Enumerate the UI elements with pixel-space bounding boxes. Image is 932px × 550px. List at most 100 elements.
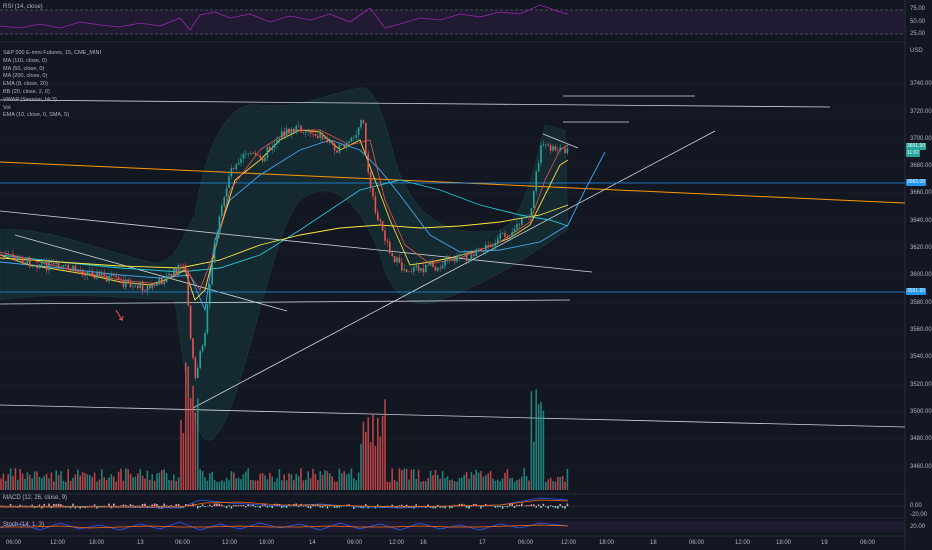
candle-body (561, 147, 564, 149)
candle-body (372, 187, 374, 197)
indicator-label[interactable]: EMA (8, close, 20) (3, 81, 48, 88)
volume-bar (230, 471, 233, 490)
volume-bar (348, 473, 350, 490)
macd-bar (163, 503, 165, 507)
macd-bar (247, 504, 249, 507)
volume-bar (405, 468, 408, 490)
candle-body (108, 275, 110, 282)
volume-bar (564, 481, 566, 490)
volume-bar (38, 476, 41, 490)
volume-bar (72, 477, 74, 490)
volume-bar (0, 478, 2, 490)
macd-bar (189, 505, 192, 507)
stoch-label[interactable]: Stoch (14, 1, 3) (3, 522, 45, 528)
volume-bar (331, 476, 333, 490)
volume-bar (245, 471, 247, 490)
candle-body (535, 171, 537, 191)
volume-bar (365, 431, 367, 490)
candle-body (437, 267, 439, 271)
volume-bar (341, 473, 343, 490)
candle-body (2, 255, 5, 256)
volume-bar (516, 480, 518, 490)
macd-bar (480, 506, 482, 509)
candle-body (276, 140, 278, 145)
macd-label[interactable]: MACD (12, 26, close, 9) (3, 495, 68, 501)
macd-bar (530, 504, 533, 507)
stoch-tick: 20.00 (910, 524, 926, 530)
volume-bar (55, 470, 57, 490)
ma-200-line (0, 179, 569, 273)
time-tick: 14 (309, 540, 316, 546)
candle-body (60, 266, 62, 268)
candle-body (547, 144, 549, 146)
volume-bar (197, 398, 199, 490)
macd-bar (156, 503, 158, 507)
volume-bar (446, 476, 449, 490)
macd-bar (381, 506, 384, 508)
volume-bar (60, 470, 62, 490)
macd-bar (326, 506, 329, 509)
indicator-label[interactable]: VWAP (Session, hlc3) (3, 96, 57, 103)
indicator-legend[interactable]: S&P 500 E-mini Futures, 15, CME_MINI MA … (3, 50, 101, 120)
volume-bar (254, 480, 257, 490)
macd-bar (525, 504, 528, 507)
macd-bar (386, 505, 389, 507)
indicator-label[interactable]: Vol (3, 104, 11, 111)
volume-bar (101, 469, 103, 490)
candle-body (533, 190, 535, 209)
macd-bar (427, 504, 429, 507)
macd-bar (461, 503, 463, 507)
trend-lines (0, 95, 906, 428)
candle-body (288, 128, 290, 134)
price-tick: 3680.00 (910, 163, 932, 169)
volume-bar (19, 469, 21, 490)
candle-body (446, 259, 449, 261)
volume-bar (547, 479, 549, 490)
macd-bar (365, 504, 367, 507)
candle-body (398, 257, 401, 263)
volume-bar (439, 478, 441, 490)
candle-body (129, 282, 132, 288)
volume-bar (554, 481, 557, 490)
symbol-title[interactable]: S&P 500 E-mini Futures, 15, CME_MINI (3, 50, 102, 56)
currency-label: USD (910, 48, 923, 54)
indicator-label[interactable]: EMA (10, close, 0, SMA, 5) (3, 112, 70, 119)
macd-bar (93, 504, 96, 507)
volume-bar (156, 473, 158, 490)
volume-bar (533, 441, 535, 490)
macd-bar (509, 504, 511, 507)
volume-bar (391, 468, 393, 490)
macd-bar (245, 506, 247, 508)
volume-bar (288, 473, 290, 490)
candle-body (425, 265, 427, 273)
rsi-tick: 50.00 (910, 19, 926, 25)
candle-body (420, 268, 422, 271)
candle-body (554, 146, 557, 151)
candle-body (458, 255, 461, 257)
volume-bar (506, 468, 509, 490)
macd-bar (437, 504, 439, 507)
price-scale[interactable] (906, 0, 932, 550)
volume-bar (127, 469, 129, 490)
macd-bar (309, 506, 312, 509)
candle-body (381, 221, 384, 231)
candle-body (72, 265, 74, 271)
volume-bar (7, 474, 9, 490)
candle-body (525, 216, 528, 218)
volume-bar (552, 481, 554, 490)
macd-bar (55, 504, 57, 507)
candle-body (19, 256, 21, 259)
macd-bar (48, 503, 50, 507)
volume-bar (108, 477, 110, 490)
volume-bar (247, 468, 249, 490)
indicator-label[interactable]: MA (110, close, 0) (3, 57, 47, 64)
candle-body (261, 158, 264, 162)
indicator-label[interactable]: MA (200, close, 0) (3, 73, 48, 80)
indicator-label[interactable]: MA (50, close, 0) (3, 65, 45, 72)
macd-bar (391, 504, 393, 507)
candle-body (451, 258, 453, 261)
candle-body (249, 153, 252, 154)
indicator-label[interactable]: BB (20, close, 2, 0) (3, 88, 50, 95)
candle-body (53, 262, 55, 265)
